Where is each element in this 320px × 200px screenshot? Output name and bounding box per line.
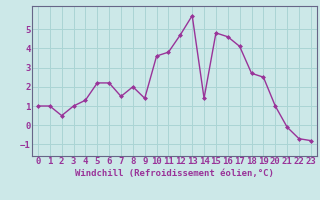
X-axis label: Windchill (Refroidissement éolien,°C): Windchill (Refroidissement éolien,°C) xyxy=(75,169,274,178)
